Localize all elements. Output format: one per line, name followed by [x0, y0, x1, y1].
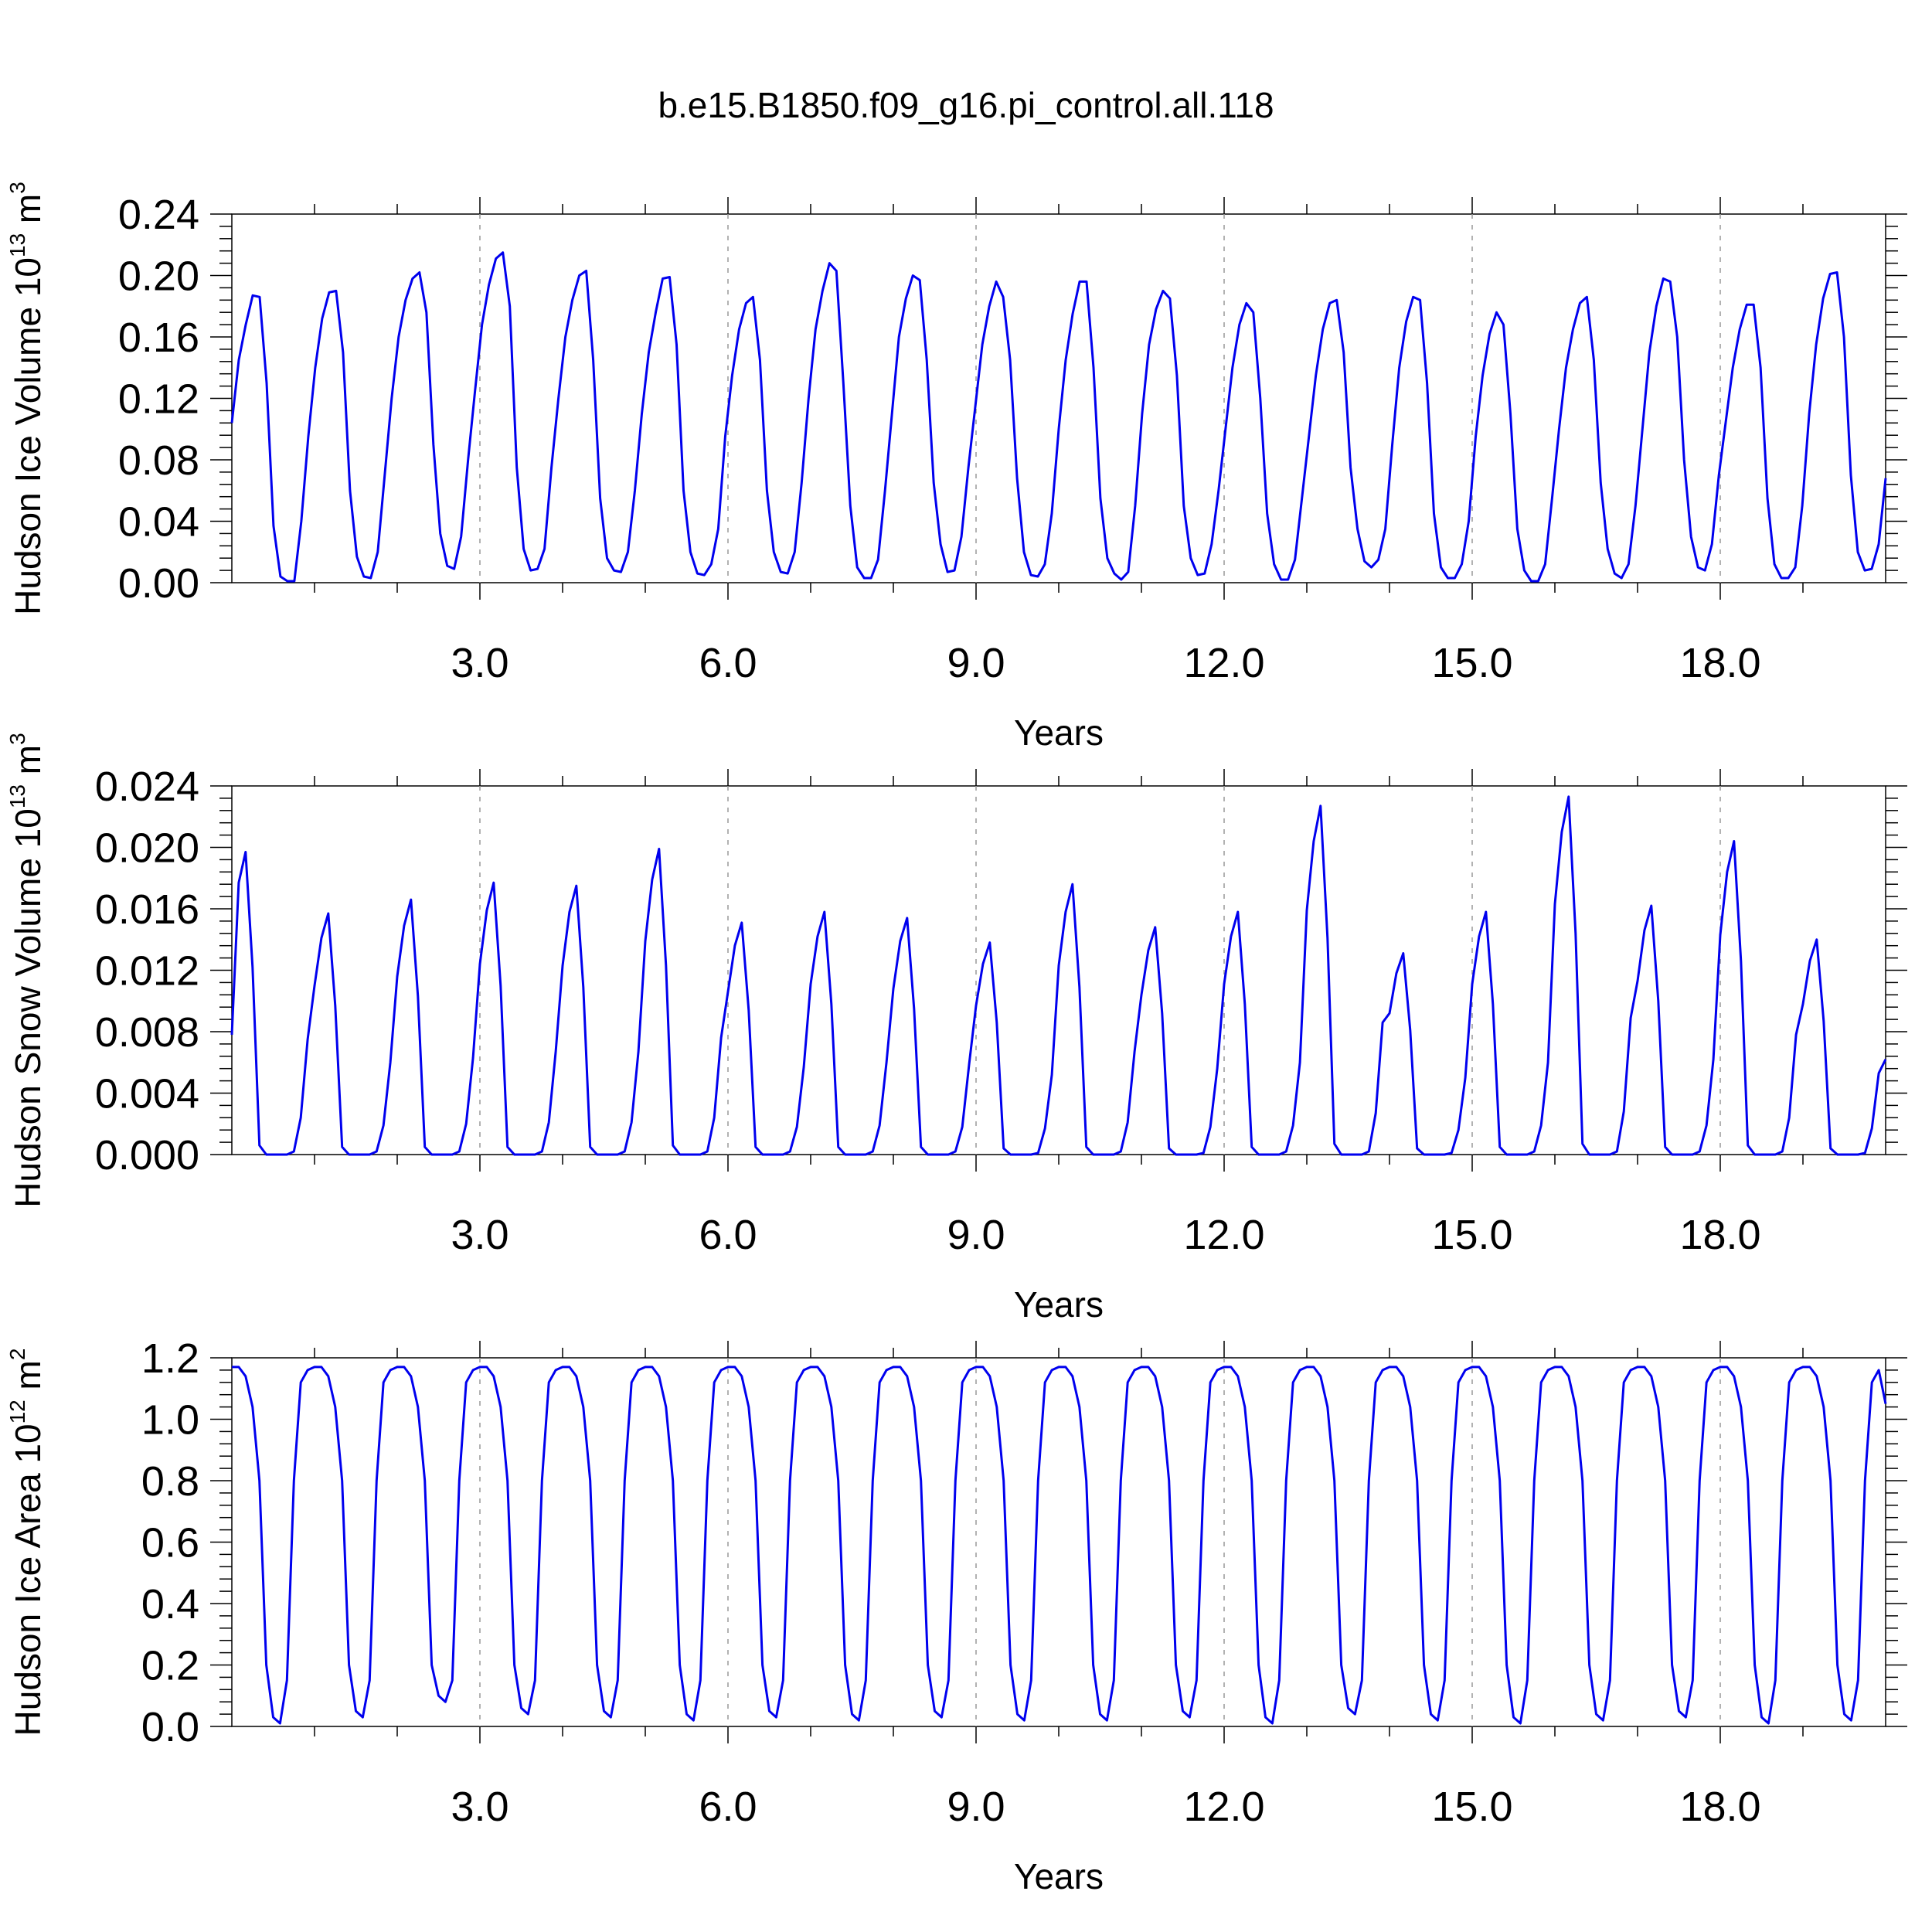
x-tick-label: 3.0 — [451, 1784, 509, 1830]
x-tick-label: 15.0 — [1431, 640, 1512, 686]
x-tick-label: 12.0 — [1183, 640, 1264, 686]
x-tick-label: 6.0 — [699, 1212, 757, 1258]
series-line — [230, 251, 1887, 583]
y-axis-label-exponent: 13 — [5, 784, 29, 808]
y-axis-label-unit-exponent: 3 — [5, 182, 29, 194]
y-tick-label: 1.2 — [141, 1335, 199, 1382]
y-tick-label: 0.020 — [95, 825, 199, 872]
x-tick-label: 18.0 — [1679, 1784, 1760, 1830]
snow-volume-panel: 3.0 6.0 9.0 12.0 15.0 18.0 Years 0.000 0.004 0.00… — [5, 733, 1907, 1325]
x-tick-label: 3.0 — [451, 640, 509, 686]
y-tick-label: 1.0 — [141, 1397, 199, 1444]
y-tick-label: 0.008 — [95, 1009, 199, 1056]
chart-title: b.e15.B1850.f09_g16.pi_control.all.118 — [658, 85, 1274, 125]
y-axis-label-unit: m — [8, 1360, 48, 1400]
y-tick-label: 0.016 — [95, 886, 199, 933]
y-tick-label: 0.08 — [118, 437, 199, 484]
x-axis-label: Years — [1014, 713, 1104, 753]
x-tick-label: 6.0 — [699, 640, 757, 686]
x-tick-label: 18.0 — [1679, 1212, 1760, 1258]
x-tick-label: 15.0 — [1431, 1784, 1512, 1830]
y-tick-label: 0.024 — [95, 764, 199, 810]
ice-area-panel: 3.0 6.0 9.0 12.0 15.0 18.0 Years 0.0 0.2 0.4 0.6 0.… — [5, 1335, 1907, 1896]
y-tick-label: 0.0 — [141, 1704, 199, 1750]
y-axis-label: Hudson Ice Area 1012 m2 — [5, 1349, 48, 1736]
y-tick-label: 0.000 — [95, 1132, 199, 1179]
x-tick-label: 12.0 — [1183, 1784, 1264, 1830]
x-tick-label: 9.0 — [947, 1212, 1005, 1258]
y-tick-label: 0.8 — [141, 1458, 199, 1505]
x-tick-label: 9.0 — [947, 640, 1005, 686]
y-axis-label-text: Hudson Snow Volume 10 — [8, 808, 48, 1208]
x-tick-label: 3.0 — [451, 1212, 509, 1258]
series-line — [232, 1366, 1887, 1725]
y-tick-label: 0.12 — [118, 376, 199, 423]
y-axis-label-unit-exponent: 3 — [5, 733, 29, 745]
y-tick-label: 0.4 — [141, 1581, 199, 1628]
x-tick-label: 12.0 — [1183, 1212, 1264, 1258]
y-tick-label: 0.24 — [118, 192, 199, 238]
y-axis-label-unit: m — [8, 194, 48, 233]
y-tick-label: 0.6 — [141, 1520, 199, 1566]
y-axis-label: Hudson Ice Volume 1013 m3 — [5, 182, 48, 615]
x-axis-label: Years — [1014, 1284, 1104, 1325]
y-axis-label: Hudson Snow Volume 1013 m3 — [5, 733, 48, 1207]
x-tick-label: 9.0 — [947, 1784, 1005, 1830]
y-axis-label-exponent: 13 — [5, 233, 29, 257]
x-tick-label: 6.0 — [699, 1784, 757, 1830]
y-axis-label-exponent: 12 — [5, 1400, 29, 1423]
y-tick-label: 0.20 — [118, 253, 199, 300]
x-tick-label: 18.0 — [1679, 640, 1760, 686]
y-tick-label: 0.00 — [118, 560, 199, 607]
y-tick-label: 0.2 — [141, 1643, 199, 1689]
y-tick-label: 0.16 — [118, 315, 199, 361]
y-axis-label-unit: m — [8, 745, 48, 784]
y-tick-label: 0.04 — [118, 499, 199, 546]
y-tick-label: 0.012 — [95, 948, 199, 995]
series-line — [230, 795, 1887, 1156]
y-tick-label: 0.004 — [95, 1071, 199, 1117]
ice-volume-panel: 3.0 6.0 9.0 12.0 15.0 18.0 Years 0.00 0.04 0.08 0.… — [5, 182, 1907, 753]
y-axis-label-text: Hudson Ice Volume 10 — [8, 257, 48, 615]
y-axis-label-text: Hudson Ice Area 10 — [8, 1423, 48, 1736]
x-tick-label: 15.0 — [1431, 1212, 1512, 1258]
y-axis-label-unit-exponent: 2 — [5, 1349, 29, 1361]
x-axis-label: Years — [1014, 1856, 1104, 1896]
